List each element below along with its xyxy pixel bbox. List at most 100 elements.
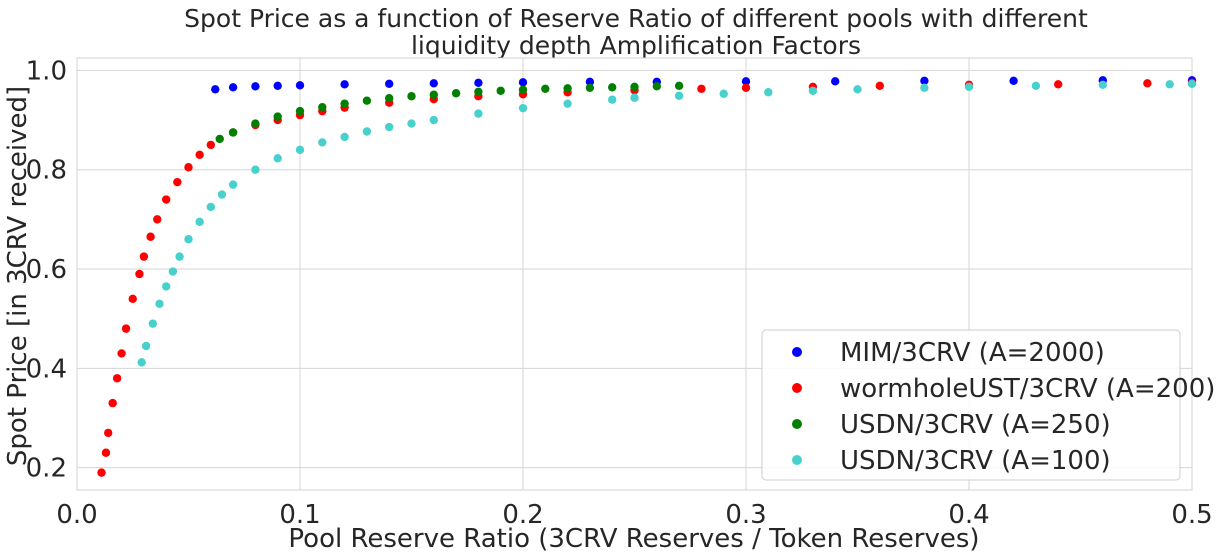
legend-marker <box>792 347 802 357</box>
data-point <box>362 127 372 136</box>
data-point <box>1143 79 1152 88</box>
data-point <box>429 90 438 99</box>
data-point <box>630 93 639 102</box>
data-point <box>385 94 394 103</box>
data-point <box>764 88 773 97</box>
data-point <box>184 163 193 172</box>
data-point <box>273 112 282 121</box>
data-point <box>964 82 974 92</box>
x-tick-label: 0.3 <box>725 500 766 530</box>
data-point <box>385 79 394 89</box>
data-point <box>148 319 158 328</box>
x-tick-label: 0.0 <box>56 500 97 530</box>
data-point <box>808 86 818 95</box>
data-point <box>518 85 528 94</box>
series-group <box>215 81 684 144</box>
data-point <box>168 267 178 276</box>
data-points <box>97 76 1197 477</box>
data-point <box>429 115 438 125</box>
data-point <box>137 358 146 367</box>
data-point <box>135 269 144 279</box>
data-point <box>1009 76 1018 86</box>
data-point <box>340 99 349 108</box>
data-point <box>195 217 204 227</box>
data-point <box>104 428 113 438</box>
data-point <box>541 84 550 93</box>
data-point <box>228 83 238 92</box>
data-point <box>128 294 137 304</box>
data-point <box>563 84 572 93</box>
y-tick-label: 0.8 <box>26 156 67 186</box>
data-point <box>741 77 751 86</box>
data-point <box>97 468 106 477</box>
data-point <box>173 177 182 187</box>
data-point <box>451 89 461 98</box>
legend-label: MIM/3CRV (A=2000) <box>840 338 1105 368</box>
data-point <box>340 132 349 142</box>
data-point <box>162 195 171 204</box>
data-point <box>652 82 661 91</box>
data-point <box>184 235 193 244</box>
data-point <box>1165 80 1174 89</box>
x-tick-label: 0.4 <box>948 500 989 530</box>
data-point <box>175 252 184 261</box>
legend-marker <box>792 419 802 429</box>
data-point <box>697 84 706 93</box>
data-point <box>719 89 728 98</box>
legend: MIM/3CRV (A=2000) wormholeUST/3CRV (A=200… <box>761 329 1215 481</box>
data-point <box>162 282 171 291</box>
chart-title-line-2: liquidity depth Amplification Factors <box>411 31 861 60</box>
data-point <box>121 324 131 333</box>
legend-marker <box>792 455 802 465</box>
data-point <box>585 83 595 92</box>
data-point <box>630 82 639 92</box>
data-point <box>295 106 305 116</box>
data-point <box>474 78 483 88</box>
y-tick-label: 1.0 <box>26 56 67 86</box>
y-tick-label: 0.6 <box>26 255 67 285</box>
data-point <box>295 145 305 155</box>
data-point <box>563 99 572 108</box>
data-point <box>518 103 528 113</box>
data-point <box>741 83 751 92</box>
tick-labels: 0.0 0.1 0.2 0.3 0.4 0.5 0.2 0.4 0.6 0.8 1.0 <box>26 56 1213 530</box>
data-point <box>217 190 227 199</box>
data-point <box>1098 80 1108 90</box>
data-point <box>251 119 260 128</box>
data-point <box>228 128 238 137</box>
series-group <box>137 79 1197 367</box>
data-point <box>318 102 327 112</box>
data-point <box>920 83 929 92</box>
data-point <box>674 81 684 91</box>
data-point <box>101 448 111 457</box>
data-point <box>211 85 220 94</box>
data-point <box>295 81 305 90</box>
x-tick-label: 0.5 <box>1171 500 1212 530</box>
data-point <box>146 232 155 241</box>
data-point <box>518 78 528 87</box>
data-point <box>674 91 684 100</box>
data-point <box>474 87 483 96</box>
data-point <box>385 122 394 132</box>
data-point <box>407 92 416 101</box>
data-point <box>215 134 224 144</box>
data-point <box>831 77 840 86</box>
y-tick-label: 0.4 <box>26 354 67 384</box>
data-point <box>429 79 438 88</box>
data-point <box>117 349 126 358</box>
data-point <box>362 96 372 105</box>
chart-title-line-1: Spot Price as a function of Reserve Rati… <box>184 4 1088 33</box>
data-point <box>920 76 929 86</box>
data-point <box>1187 79 1197 89</box>
data-point <box>195 150 204 160</box>
data-point <box>585 77 595 87</box>
data-point <box>206 202 215 212</box>
data-point <box>853 85 862 94</box>
data-point <box>1054 80 1063 89</box>
data-point <box>474 109 483 118</box>
data-point <box>608 83 617 92</box>
data-point <box>273 154 282 163</box>
legend-label: USDN/3CRV (A=100) <box>840 446 1111 476</box>
legend-box <box>761 329 1181 481</box>
